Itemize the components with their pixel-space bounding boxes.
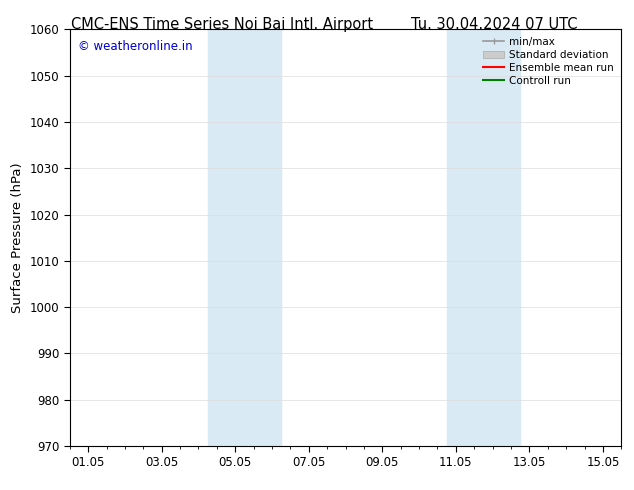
Bar xyxy=(446,29,520,446)
Legend: min/max, Standard deviation, Ensemble mean run, Controll run: min/max, Standard deviation, Ensemble me… xyxy=(479,32,618,90)
Y-axis label: Surface Pressure (hPa): Surface Pressure (hPa) xyxy=(11,162,24,313)
Text: CMC-ENS Time Series Noi Bai Intl. Airport: CMC-ENS Time Series Noi Bai Intl. Airpor… xyxy=(71,17,373,32)
Bar xyxy=(207,29,281,446)
Text: © weatheronline.in: © weatheronline.in xyxy=(78,40,193,53)
Text: Tu. 30.04.2024 07 UTC: Tu. 30.04.2024 07 UTC xyxy=(411,17,578,32)
